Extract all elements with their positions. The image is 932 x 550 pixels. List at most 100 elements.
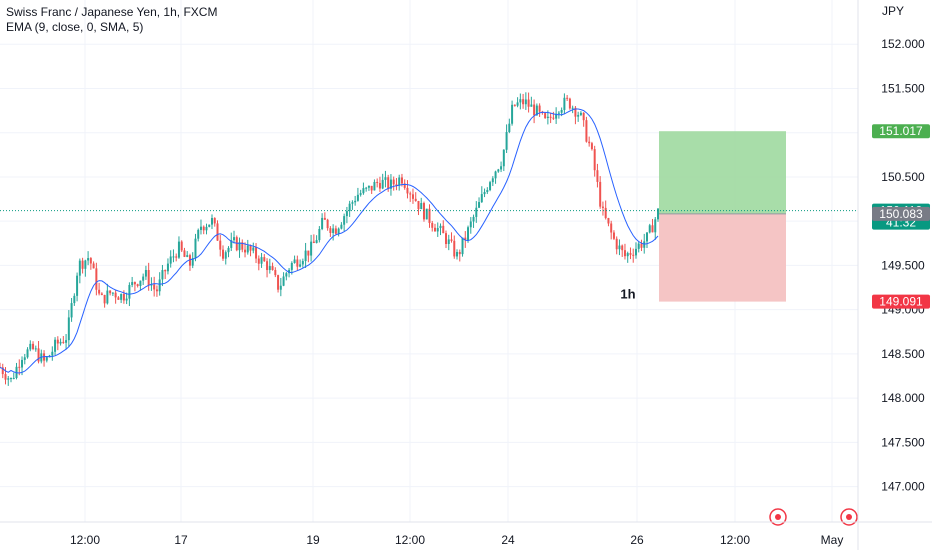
x-tick-label: 19 <box>306 533 320 547</box>
candle-body <box>92 263 95 269</box>
candle-body <box>486 190 489 193</box>
candle-body <box>271 266 274 270</box>
candle-body <box>153 284 156 290</box>
candle-body <box>577 114 580 117</box>
candle-body <box>321 217 324 230</box>
candle-body <box>590 143 593 150</box>
candle-body <box>500 166 503 170</box>
candle-body <box>571 107 574 109</box>
y-tick-label: 148.000 <box>881 391 925 405</box>
candle-body <box>255 247 258 259</box>
candle-body <box>568 98 571 109</box>
candle-body <box>601 206 604 208</box>
candle-body <box>367 185 370 188</box>
candle-body <box>489 182 492 191</box>
x-tick-label: 12:00 <box>720 533 750 547</box>
candle-body <box>183 250 186 257</box>
candle-body <box>246 245 249 253</box>
interval-annotation: 1h <box>620 286 635 301</box>
candle-body <box>304 250 307 262</box>
candle-body <box>511 104 514 124</box>
candle-body <box>623 250 626 257</box>
candle-body <box>293 259 296 263</box>
candle-body <box>188 255 191 266</box>
candle-body <box>615 238 618 250</box>
position-zones[interactable] <box>659 131 786 302</box>
candle-body <box>574 107 577 117</box>
candle-body <box>637 243 640 249</box>
candle-body <box>596 170 599 182</box>
candle-body <box>67 317 70 341</box>
candle-body <box>657 208 659 220</box>
candle-body <box>172 256 175 258</box>
candle-body <box>409 193 412 195</box>
candle-body <box>475 207 478 217</box>
candle-body <box>422 203 425 220</box>
candle-body <box>373 181 376 191</box>
candle-body <box>356 194 359 201</box>
candle-body <box>648 225 651 233</box>
candle-body <box>150 284 153 286</box>
candle-body <box>359 193 362 195</box>
candle-body <box>210 218 213 225</box>
symbol-title[interactable]: Swiss Franc / Japanese Yen, 1h, FXCM <box>6 5 218 19</box>
candle-body <box>199 226 202 230</box>
candle-body <box>1 367 4 375</box>
candle-body <box>252 247 255 251</box>
candle-body <box>244 249 247 253</box>
candle-body <box>450 239 453 241</box>
candle-body <box>431 222 434 228</box>
candle-body <box>329 228 332 233</box>
candle-body <box>263 257 266 262</box>
candle-body <box>100 293 103 295</box>
candle-body <box>32 343 35 349</box>
candle-body <box>279 285 282 290</box>
candle-body <box>205 226 208 231</box>
indicator-label[interactable]: EMA (9, close, 0, SMA, 5) <box>6 20 144 34</box>
candle-body <box>442 225 445 234</box>
candle-body <box>186 255 189 257</box>
candle-body <box>376 181 379 184</box>
candle-body <box>560 109 563 113</box>
x-tick-label: 12:00 <box>70 533 100 547</box>
candle-body <box>164 270 167 272</box>
x-tick-label: 24 <box>501 533 515 547</box>
stop-price-badge: 149.091 <box>879 295 923 309</box>
candle-body <box>557 112 560 114</box>
candle-body <box>654 219 657 233</box>
candle-body <box>70 303 73 318</box>
candle-body <box>29 343 32 350</box>
x-tick-label: 12:00 <box>395 533 425 547</box>
candle-body <box>51 351 54 356</box>
candle-body <box>651 225 654 233</box>
candle-body <box>76 275 79 296</box>
candle-body <box>114 292 117 298</box>
y-tick-label: 150.500 <box>881 170 925 184</box>
candle-body <box>166 263 169 272</box>
candle-body <box>530 104 533 107</box>
candle-body <box>494 171 497 179</box>
candle-body <box>618 245 621 250</box>
y-tick-label: 149.500 <box>881 258 925 272</box>
candle-body <box>7 378 10 380</box>
candle-body <box>387 177 390 189</box>
candle-body <box>480 194 483 203</box>
candle-body <box>425 208 428 220</box>
candle-body <box>318 229 321 241</box>
stop-price-badge-bg <box>872 294 930 309</box>
candle-body <box>37 348 40 362</box>
candle-body <box>310 241 313 256</box>
candle-body <box>45 357 48 361</box>
currency-label: JPY <box>882 4 904 18</box>
x-tick-label: May <box>821 533 844 547</box>
candle-body <box>461 237 464 255</box>
candle-body <box>420 203 423 210</box>
candle-body <box>621 245 624 251</box>
candle-body <box>513 104 516 106</box>
candle-body <box>478 202 481 208</box>
candle-body <box>610 223 613 233</box>
candle-body <box>139 280 142 286</box>
candle-body <box>62 341 65 343</box>
y-tick-label: 147.000 <box>881 480 925 494</box>
